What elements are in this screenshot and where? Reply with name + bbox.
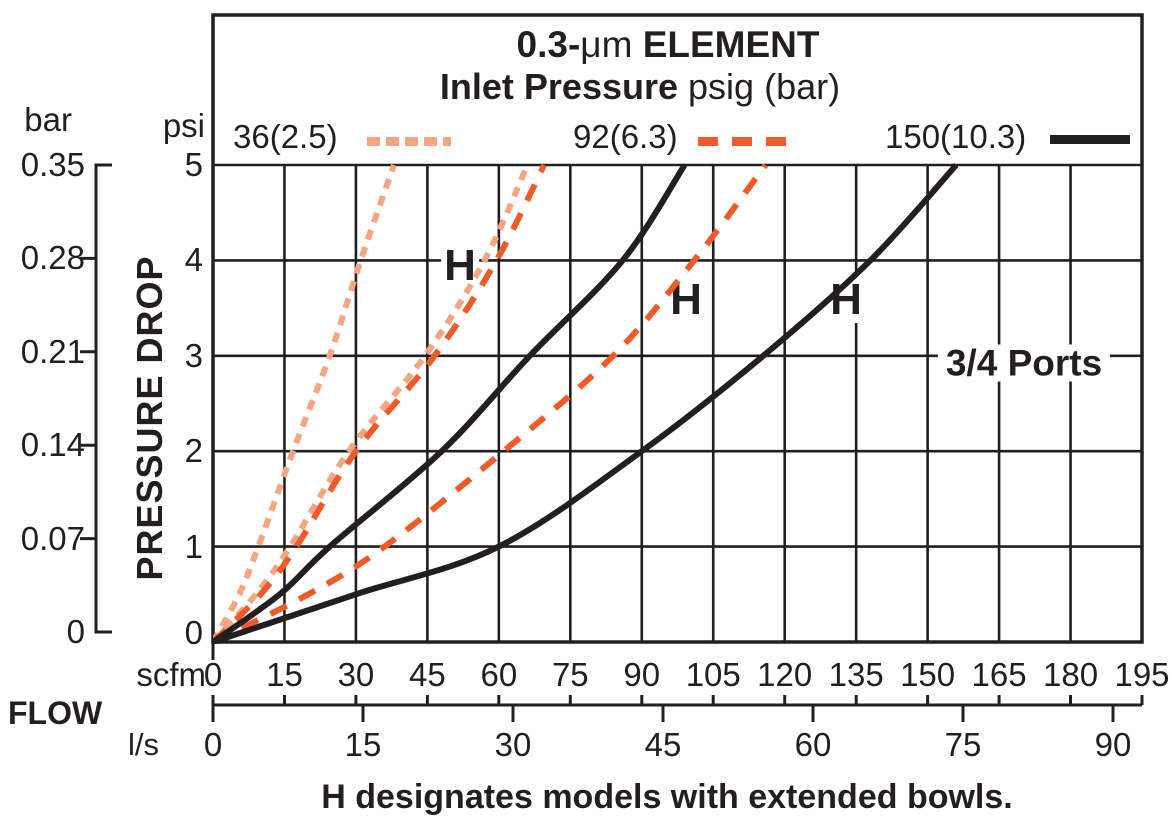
curve-150-extended-bowl bbox=[213, 163, 959, 644]
psi-tick-label: 1 bbox=[184, 527, 203, 565]
legend-label-150: 150(10.3) bbox=[885, 118, 1027, 155]
bar-tick-label: 0.14 bbox=[20, 426, 85, 464]
scfm-tick-label: 180 bbox=[1043, 656, 1099, 693]
scfm-tick-label: 45 bbox=[409, 656, 446, 693]
curve-92-extended-bowl bbox=[213, 163, 769, 644]
bar-tick-label: 0.35 bbox=[20, 146, 85, 183]
bar-tick-label: 0 bbox=[66, 613, 85, 650]
legend-swatch-36-dotted bbox=[367, 137, 451, 146]
ls-axis-unit: l/s bbox=[128, 727, 159, 762]
scfm-tick-label: 150 bbox=[900, 656, 956, 693]
ls-tick-label: 45 bbox=[644, 726, 682, 763]
psi-tick-label: 3 bbox=[184, 336, 203, 374]
legend-label-92: 92(6.3) bbox=[573, 118, 678, 155]
curve-36-extended-bowl bbox=[213, 163, 531, 644]
ports-size-annotation: 3/4 Ports bbox=[937, 344, 1111, 382]
title-bold-2: ELEMENT bbox=[632, 24, 820, 65]
psi-tick-label: 4 bbox=[184, 241, 203, 279]
scfm-tick-label: 105 bbox=[685, 656, 741, 693]
h-curve-annotation-36: H bbox=[441, 243, 479, 289]
chart-title: 0.3-μm ELEMENT bbox=[517, 26, 820, 63]
footer-note: H designates models with extended bowls. bbox=[321, 778, 1013, 816]
title-bold-1: 0.3- bbox=[516, 24, 581, 65]
psi-tick-label: 2 bbox=[184, 432, 203, 470]
scfm-tick-label: 15 bbox=[266, 656, 303, 693]
title-mu-unit: μm bbox=[580, 24, 633, 65]
legend-swatch-92-dashed bbox=[698, 137, 795, 146]
scfm-tick-label: 195 bbox=[1114, 656, 1170, 693]
curve-150-standard bbox=[213, 163, 688, 644]
ls-tick-label: 0 bbox=[203, 726, 223, 763]
scfm-axis-unit: scfm bbox=[136, 656, 206, 693]
bar-tick-label: 0.21 bbox=[20, 332, 85, 370]
psi-tick-label: 5 bbox=[184, 146, 203, 183]
scfm-tick-label: 120 bbox=[757, 656, 813, 693]
h-curve-annotation-92: H bbox=[667, 277, 705, 323]
scfm-tick-label: 165 bbox=[971, 656, 1027, 693]
subtitle-bold: Inlet Pressure bbox=[439, 66, 679, 107]
scfm-tick-label: 30 bbox=[337, 656, 375, 693]
ls-tick-label: 30 bbox=[494, 726, 532, 763]
curve-36-standard bbox=[213, 164, 397, 644]
psi-axis-unit: psi bbox=[162, 107, 205, 144]
h-curve-annotation-150: H bbox=[827, 277, 865, 323]
bar-axis-unit: bar bbox=[24, 101, 72, 138]
psi-tick-label: 0 bbox=[184, 614, 203, 651]
subtitle-regular: psig (bar) bbox=[678, 66, 841, 107]
scfm-tick-label: 135 bbox=[828, 656, 884, 693]
bar-tick-label: 0.07 bbox=[20, 519, 85, 557]
scfm-tick-label: 60 bbox=[480, 656, 518, 693]
scfm-tick-label: 0 bbox=[203, 656, 223, 693]
bar-tick-label: 0.28 bbox=[20, 239, 85, 277]
ls-tick-label: 15 bbox=[344, 726, 382, 763]
legend-label-36: 36(2.5) bbox=[233, 118, 338, 155]
chart-subtitle: Inlet Pressure psig (bar) bbox=[440, 69, 840, 105]
ls-tick-label: 75 bbox=[944, 726, 982, 763]
scfm-tick-label: 90 bbox=[623, 656, 661, 693]
legend-swatch-150-solid bbox=[1050, 135, 1130, 144]
ls-tick-label: 90 bbox=[1094, 726, 1132, 763]
scfm-tick-label: 75 bbox=[551, 656, 589, 693]
ls-tick-label: 60 bbox=[794, 726, 832, 763]
curve-92-standard bbox=[213, 163, 547, 644]
flow-axis-label: FLOW bbox=[8, 695, 103, 731]
